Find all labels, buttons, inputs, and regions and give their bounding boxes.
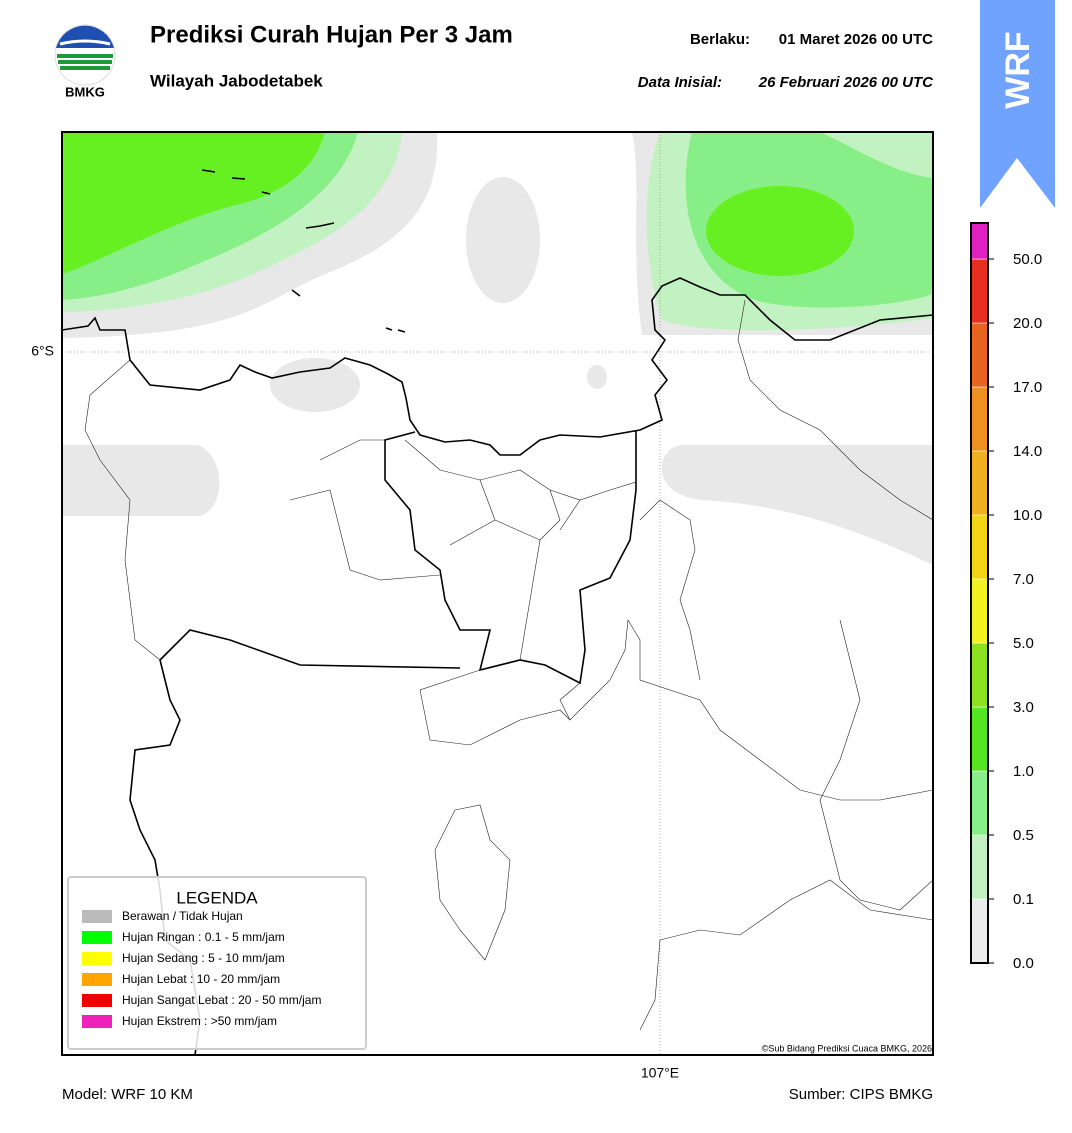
credit: ©Sub Bidang Prediksi Cuaca BMKG, 2026 [762,1043,932,1053]
footer-source: Sumber: CIPS BMKG [789,1086,933,1103]
colorbar-tick-label: 5.0 [1013,635,1034,652]
map-frame [61,131,934,1056]
legend-label: Hujan Ringan : 0.1 - 5 mm/jam [122,930,285,944]
badge-text: WRF [999,31,1037,108]
colorbar-segment [970,322,989,388]
colorbar-segment [970,578,989,644]
legend-swatch [82,931,112,944]
colorbar-tick-label: 7.0 [1013,571,1034,588]
colorbar-tick-label: 1.0 [1013,763,1034,780]
legend: LEGENDA Berawan / Tidak Hujan Hujan Ringa… [67,876,367,1050]
logo-text: BMKG [65,84,105,99]
colorbar-tick-label: 3.0 [1013,699,1034,716]
lat-label: 6°S [31,343,54,359]
title: Prediksi Curah Hujan Per 3 Jam [150,21,513,48]
init-label: Data Inisial: [638,74,722,91]
legend-label: Hujan Ekstrem : >50 mm/jam [122,1014,277,1028]
legend-label: Hujan Sedang : 5 - 10 mm/jam [122,951,285,965]
colorbar-tick-label: 0.0 [1013,955,1034,972]
valid-date: 01 Maret 2026 00 UTC [779,31,933,48]
colorbar-tick-label: 0.1 [1013,891,1034,908]
colorbar-segment [970,222,989,260]
logo: BMKG [54,24,116,99]
lon-label: 107°E [641,1065,679,1081]
legend-swatch [82,952,112,965]
colorbar-tick-label: 50.0 [1013,251,1042,268]
legend-swatch [82,910,112,923]
colorbar: 0.0 0.1 0.5 1.0 3.0 5.0 7.0 10.0 14.0 17.0 20.0 50.… [970,222,1042,972]
colorbar-tick-label: 0.5 [1013,827,1034,844]
legend-title: LEGENDA [176,888,258,907]
colorbar-segment [970,514,989,580]
colorbar-segment [970,386,989,452]
colorbar-tick-label: 14.0 [1013,443,1042,460]
colorbar-tick-label: 17.0 [1013,379,1042,396]
colorbar-segment [970,450,989,516]
legend-swatch [82,994,112,1007]
valid-label: Berlaku: [690,31,750,48]
badge [980,0,1055,208]
footer-model: Model: WRF 10 KM [62,1086,193,1103]
colorbar-segment [970,834,989,900]
legend-label: Hujan Lebat : 10 - 20 mm/jam [122,972,280,986]
colorbar-frame [970,222,989,964]
subtitle: Wilayah Jabodetabek [150,71,323,90]
colorbar-tick-label: 10.0 [1013,507,1042,524]
legend-swatch [82,973,112,986]
legend-swatch [82,1015,112,1028]
colorbar-segment [970,770,989,836]
colorbar-segment [970,898,989,964]
init-date: 26 Februari 2026 00 UTC [758,74,934,91]
legend-label: Hujan Sangat Lebat : 20 - 50 mm/jam [122,993,321,1007]
colorbar-segment [970,258,989,324]
legend-label: Berawan / Tidak Hujan [122,909,243,923]
map: ©Sub Bidang Prediksi Cuaca BMKG, 2026 [62,132,933,1055]
colorbar-tick-label: 20.0 [1013,315,1042,332]
colorbar-segment [970,706,989,772]
colorbar-segment [970,642,989,708]
